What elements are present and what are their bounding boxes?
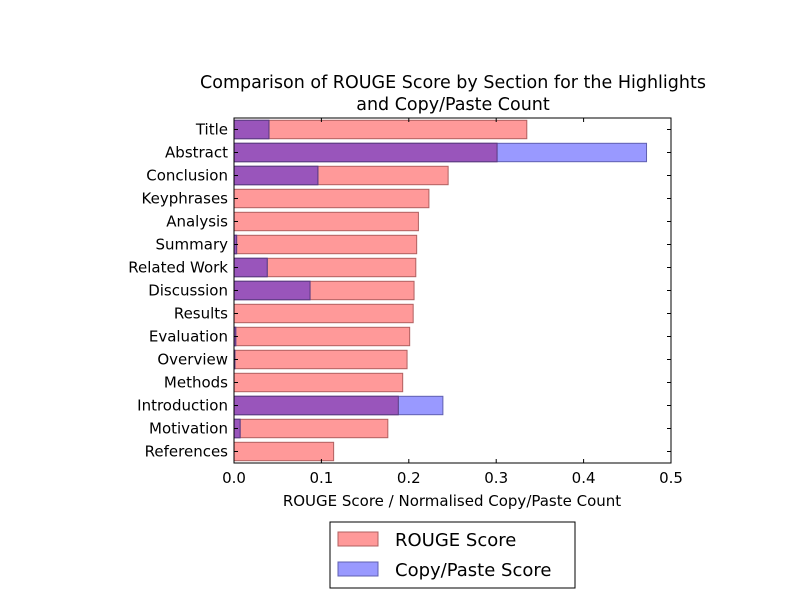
x-axis-label: ROUGE Score / Normalised Copy/Paste Coun… — [283, 492, 621, 510]
legend-label-copy-paste: Copy/Paste Score — [395, 560, 551, 581]
y-tick-label-analysis: Analysis — [166, 213, 228, 231]
legend-swatch-copy-paste — [337, 561, 379, 577]
y-tick-label-title: Title — [195, 121, 228, 139]
y-tick-label-keyphrases: Keyphrases — [142, 190, 229, 208]
bar-overlap-introduction — [233, 395, 399, 416]
legend: ROUGE Score Copy/Paste Score — [329, 521, 576, 589]
y-axis-tick-labels: Title Abstract Conclusion Keyphrases Analysi… — [128, 121, 671, 461]
plot-frame — [233, 117, 672, 464]
bar-rouge-methods — [233, 372, 404, 393]
y-tick-label-overview: Overview — [157, 351, 228, 369]
y-tick-label-motivation: Motivation — [149, 420, 228, 438]
legend-label-rouge: ROUGE Score — [395, 530, 516, 551]
x-tick-label-3: 0.3 — [484, 469, 508, 487]
x-tick-label-2: 0.2 — [397, 469, 421, 487]
bar-overlap-related-work — [233, 257, 268, 278]
y-tick-label-methods: Methods — [164, 374, 228, 392]
bar-overlap-discussion — [233, 280, 311, 301]
bar-rouge-references — [233, 441, 335, 462]
y-tick-label-related-work: Related Work — [128, 259, 228, 277]
x-tick-label-0: 0.0 — [222, 469, 246, 487]
bar-rouge-keyphrases — [233, 188, 430, 209]
bar-rouge-results — [233, 303, 414, 324]
y-tick-label-conclusion: Conclusion — [146, 167, 228, 185]
chart-title-line2: and Copy/Paste Count — [356, 95, 550, 115]
x-tick-label-1: 0.1 — [309, 469, 333, 487]
bars-layer — [233, 119, 648, 462]
bar-rouge-summary — [233, 234, 418, 255]
x-axis-tick-labels: 0.0 0.1 0.2 0.3 0.4 0.5 — [222, 118, 683, 487]
bar-rouge-overview — [233, 349, 408, 370]
bar-rouge-evaluation — [233, 326, 411, 347]
chart-title-line1: Comparison of ROUGE Score by Section for… — [200, 73, 706, 93]
y-tick-label-results: Results — [174, 305, 228, 323]
bar-rouge-title — [233, 119, 528, 140]
bar-overlap-conclusion — [233, 165, 319, 186]
bar-rouge-analysis — [233, 211, 419, 232]
bar-overlap-abstract — [233, 142, 498, 163]
y-tick-label-summary: Summary — [156, 236, 229, 254]
x-tick-label-5: 0.5 — [659, 469, 683, 487]
legend-swatch-rouge — [337, 531, 379, 547]
y-tick-label-introduction: Introduction — [137, 397, 228, 415]
y-tick-label-evaluation: Evaluation — [149, 328, 228, 346]
y-tick-label-abstract: Abstract — [165, 144, 228, 162]
x-tick-label-4: 0.4 — [572, 469, 596, 487]
bar-overlap-title — [233, 119, 270, 140]
bar-rouge-motivation — [233, 418, 389, 439]
y-tick-label-references: References — [145, 443, 229, 461]
y-tick-label-discussion: Discussion — [148, 282, 228, 300]
